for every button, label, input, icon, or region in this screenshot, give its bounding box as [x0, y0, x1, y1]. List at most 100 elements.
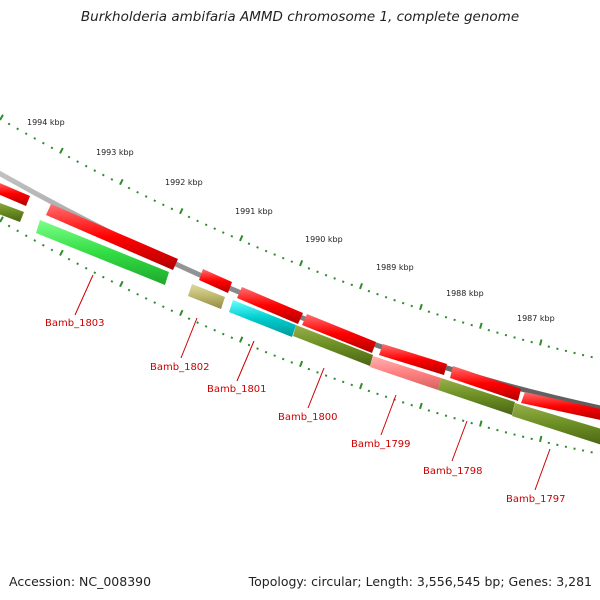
ruler-label: 1993 kbp: [96, 148, 134, 157]
ruler-minor-tick: [453, 416, 456, 420]
ruler-minor-tick: [264, 350, 268, 354]
ruler-minor-tick: [487, 426, 491, 430]
ruler-minor-tick: [7, 224, 11, 228]
ruler-minor-tick: [256, 347, 259, 350]
ruler-minor-tick: [93, 169, 97, 172]
ruler-minor-tick: [247, 242, 251, 246]
ruler-minor-tick: [153, 199, 157, 203]
cds-arrow: [450, 366, 521, 401]
cds-arrow: [237, 287, 303, 324]
ruler-major-tick: [0, 216, 4, 223]
ruler-minor-tick: [110, 178, 114, 181]
ruler-minor-tick: [153, 301, 157, 304]
ruler-minor-tick: [16, 229, 19, 233]
gene-labels: Bamb_1803 Bamb_1802 Bamb_1801 Bamb_1800 …: [45, 318, 566, 505]
label-leaders: [74, 274, 551, 491]
ruler-minor-tick: [384, 395, 388, 399]
ruler-minor-tick: [50, 248, 54, 252]
gene-label[interactable]: Bamb_1803: [45, 318, 105, 329]
ruler-minor-tick: [196, 219, 199, 223]
ruler-major-tick: [119, 280, 124, 288]
ruler-minor-tick: [256, 246, 259, 249]
ruler-minor-tick: [187, 317, 191, 320]
ruler-minor-tick: [496, 331, 499, 334]
ruler-major-tick: [0, 114, 4, 121]
ruler-minor-tick: [76, 160, 79, 163]
ruler-major-tick: [179, 207, 184, 215]
ruler-minor-tick: [221, 332, 225, 336]
ruler-major-tick: [179, 309, 184, 317]
ruler-minor-tick: [170, 207, 174, 211]
cds-arrow: [521, 392, 600, 420]
gene-label[interactable]: Bamb_1800: [278, 412, 338, 423]
ruler-minor-tick: [170, 309, 174, 313]
ruler-minor-tick: [84, 266, 88, 270]
ruler-minor-tick: [204, 325, 208, 328]
leader-line: [380, 394, 397, 436]
ruler-minor-tick: [316, 270, 319, 274]
function-bar: [188, 284, 225, 309]
ruler-major-tick: [119, 178, 124, 186]
ruler-minor-tick: [33, 137, 37, 140]
gene-label[interactable]: Bamb_1797: [506, 494, 566, 505]
ruler-minor-tick: [67, 257, 71, 261]
cds-arrow: [199, 269, 232, 293]
ruler-major-tick: [59, 147, 64, 154]
ruler-minor-tick: [461, 321, 465, 324]
ruler-minor-tick: [444, 414, 448, 417]
ruler-minor-tick: [453, 318, 456, 322]
ruler-minor-tick: [101, 275, 105, 279]
ruler-minor-tick: [110, 280, 114, 283]
ruler-minor-tick: [144, 297, 148, 300]
ruler-minor-tick: [324, 273, 328, 277]
gene-label[interactable]: Bamb_1799: [351, 439, 411, 450]
gene-label[interactable]: Bamb_1801: [207, 384, 267, 395]
ruler-minor-tick: [93, 271, 97, 275]
ruler-major-tick: [539, 435, 543, 443]
leader-line: [451, 420, 468, 462]
leader-line: [236, 340, 255, 382]
function-bar: [0, 203, 24, 222]
ruler-minor-tick: [307, 267, 311, 270]
ruler-minor-tick: [384, 295, 388, 299]
ruler-labels: 1994 kbp 1993 kbp 1992 kbp 1991 kbp 1990…: [27, 118, 555, 323]
chromosome-backbone: [0, 170, 600, 411]
ruler-minor-tick: [376, 292, 379, 296]
ruler-minor-tick: [24, 132, 28, 136]
ruler-minor-tick: [436, 313, 439, 316]
ruler-major-tick: [479, 322, 483, 329]
ruler-minor-tick: [50, 146, 54, 150]
ruler-minor-tick: [410, 403, 413, 407]
ruler-minor-tick: [410, 304, 414, 308]
ruler-minor-tick: [136, 292, 139, 296]
ruler-minor-tick: [16, 127, 19, 131]
leader-line: [74, 274, 94, 316]
ruler-minor-tick: [136, 190, 139, 194]
ruler-major-tick: [359, 282, 363, 290]
ruler-minor-tick: [264, 249, 268, 253]
ruler-minor-tick: [341, 380, 345, 384]
leader-line: [534, 448, 551, 491]
ruler-major-tick: [359, 382, 363, 390]
ruler-minor-tick: [350, 283, 354, 287]
function-track: [0, 203, 600, 445]
ruler-minor-tick: [187, 215, 191, 219]
ruler-minor-tick: [307, 367, 311, 371]
ruler-minor-tick: [521, 338, 525, 342]
ruler-minor-tick: [33, 239, 37, 242]
ruler-minor-tick: [444, 315, 448, 319]
ruler-minor-tick: [144, 195, 148, 198]
function-bar: [370, 356, 441, 390]
ruler-minor-tick: [427, 409, 431, 412]
gene-label[interactable]: Bamb_1798: [423, 466, 483, 477]
ruler-minor-tick: [281, 256, 285, 260]
cds-arrow: [46, 204, 178, 270]
ruler-minor-tick: [41, 243, 45, 247]
ruler-minor-tick: [401, 301, 405, 305]
ruler-minor-tick: [24, 234, 28, 238]
gene-label[interactable]: Bamb_1802: [150, 362, 210, 373]
ruler-major-tick: [479, 420, 483, 427]
genome-summary-text: Topology: circular; Length: 3,556,545 bp…: [248, 574, 592, 589]
cds-arrow: [302, 314, 376, 353]
ruler-minor-tick: [161, 305, 165, 309]
